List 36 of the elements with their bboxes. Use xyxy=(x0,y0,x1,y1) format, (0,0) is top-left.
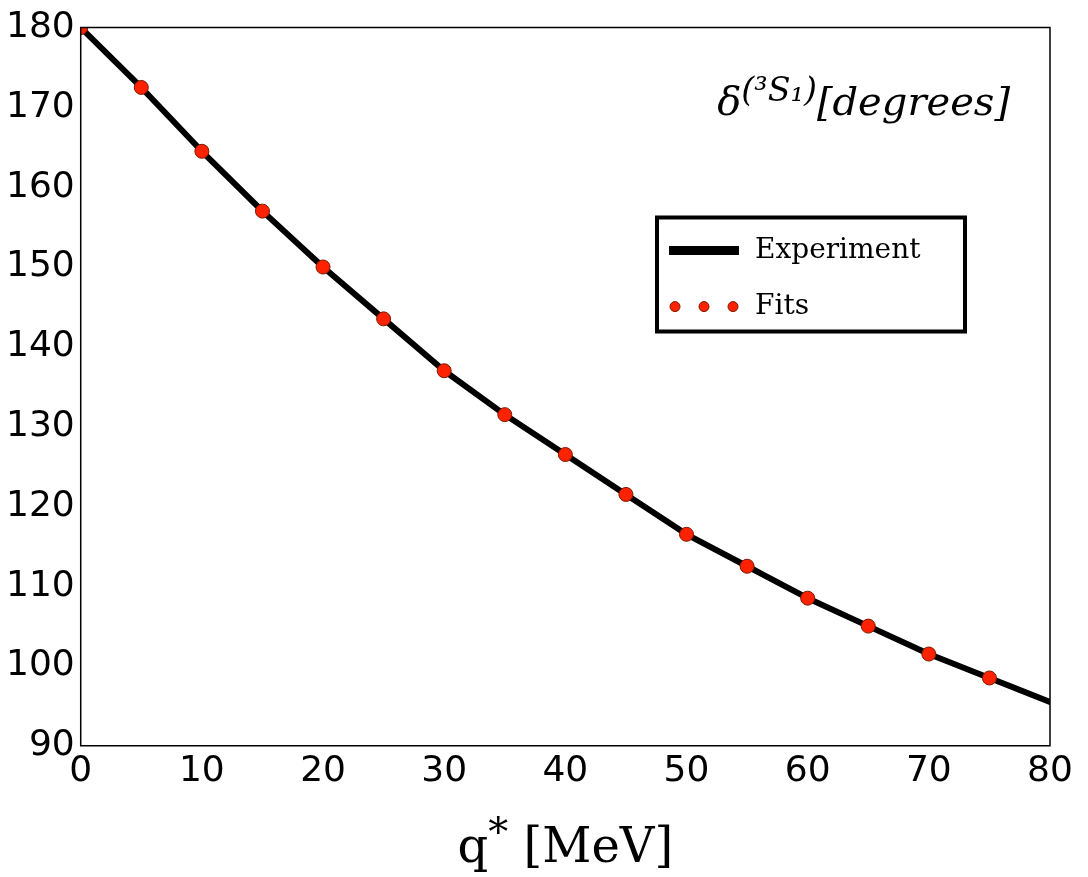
x-tick-label: 80 xyxy=(1027,747,1073,789)
point xyxy=(194,143,210,159)
point xyxy=(921,646,937,662)
point xyxy=(557,447,573,463)
point xyxy=(436,363,452,379)
y-tick-label: 110 xyxy=(5,562,75,604)
x-tick-label: 10 xyxy=(178,747,225,789)
x-tick-label: 20 xyxy=(300,747,346,789)
point xyxy=(254,203,270,219)
x-tick-label: 50 xyxy=(663,747,710,789)
point xyxy=(800,590,816,606)
point xyxy=(739,558,755,574)
point xyxy=(981,670,997,686)
y-tick-label: 160 xyxy=(5,163,75,205)
y-tick-label: 180 xyxy=(5,3,75,45)
y-tick-label: 140 xyxy=(5,323,75,365)
point xyxy=(315,259,331,275)
y-tick-label: 100 xyxy=(5,642,75,684)
point xyxy=(860,618,876,634)
y-tick-label: 150 xyxy=(5,243,75,285)
x-tick-label: 60 xyxy=(784,747,831,789)
y-tick-label: 120 xyxy=(5,482,75,524)
point xyxy=(376,311,392,327)
x-tick-label: 70 xyxy=(905,747,952,789)
point xyxy=(679,526,695,542)
y-tick-label: 130 xyxy=(5,402,75,444)
y-tick-label: 170 xyxy=(5,83,75,125)
point xyxy=(497,407,513,423)
point xyxy=(618,486,634,502)
x-tick-label: 30 xyxy=(421,747,468,789)
legend-label: Experiment xyxy=(755,231,922,265)
x-tick-label: 40 xyxy=(542,747,589,789)
point xyxy=(133,79,149,95)
annotation: δ$^{(³S₁)}$[degrees] xyxy=(717,69,1010,124)
x-axis-title: q$^{*}$ [MeV] xyxy=(457,807,674,873)
legend-label: Fits xyxy=(755,287,810,321)
